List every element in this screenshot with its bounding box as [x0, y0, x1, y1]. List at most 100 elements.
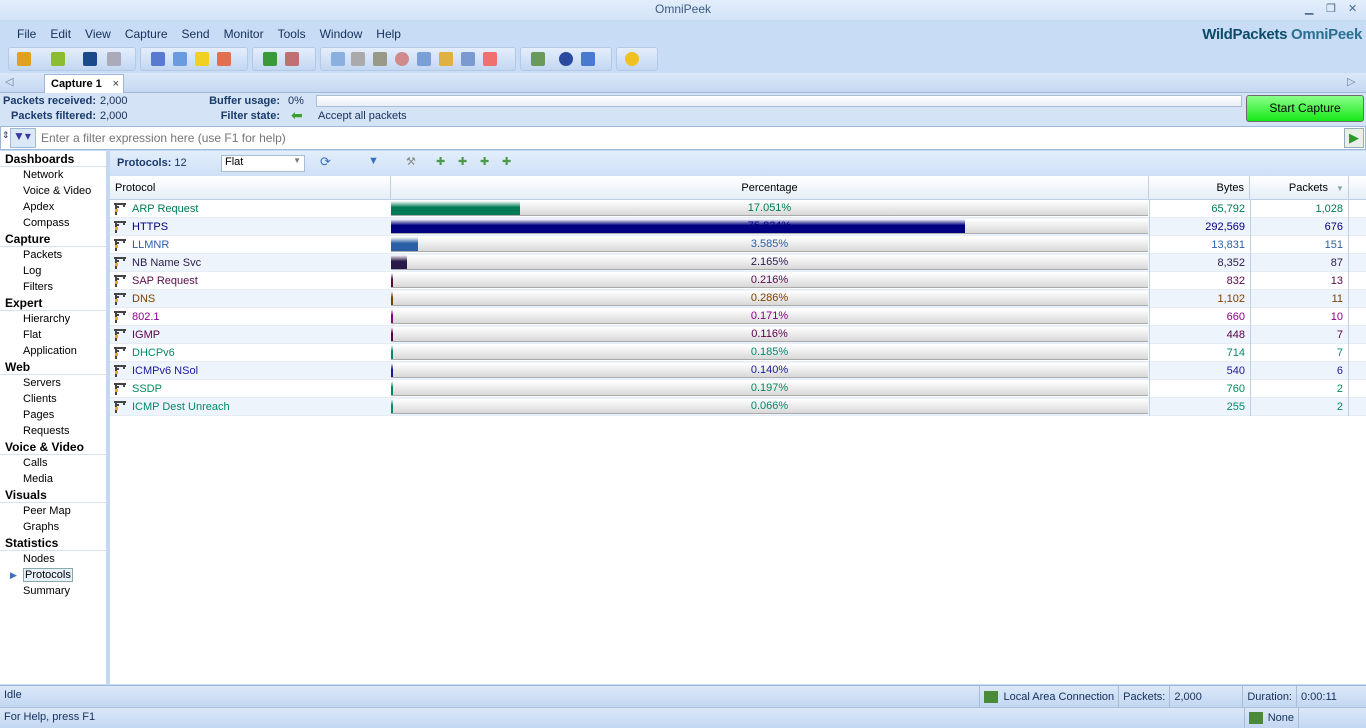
column-packets[interactable]: Packets: [1250, 176, 1349, 200]
sidebar-item-network[interactable]: Network: [0, 167, 106, 183]
sidebar-item-nodes[interactable]: Nodes: [0, 551, 106, 567]
node-icon[interactable]: [373, 52, 387, 66]
restore-button[interactable]: ❐: [1326, 3, 1336, 15]
filter-expression-input[interactable]: [38, 127, 1342, 149]
menu-view[interactable]: View: [85, 27, 111, 41]
menu-help[interactable]: Help: [376, 27, 401, 41]
sidebar-item-peer-map[interactable]: Peer Map: [0, 503, 106, 519]
page-icon[interactable]: [581, 52, 595, 66]
sidebar-item-apdex[interactable]: Apdex: [0, 199, 106, 215]
table-row[interactable]: IGMP 0.116% 448 7: [110, 326, 1366, 344]
coin-icon[interactable]: [625, 52, 639, 66]
table-row[interactable]: ICMPv6 NSol 0.140% 540 6: [110, 362, 1366, 380]
column-bytes[interactable]: Bytes: [1149, 176, 1250, 200]
tab-capture-1[interactable]: Capture 1 ×: [44, 74, 124, 93]
protocol-icon: [113, 238, 127, 252]
sidebar-item-packets[interactable]: Packets: [0, 247, 106, 263]
table-row[interactable]: SAP Request 0.216% 832 13: [110, 272, 1366, 290]
help-icon[interactable]: [559, 52, 573, 66]
probe-icon[interactable]: [461, 52, 475, 66]
menu-window[interactable]: Window: [319, 27, 363, 41]
packets-received-label: Packets received:: [3, 95, 96, 107]
alarm-icon[interactable]: [217, 52, 231, 66]
protocol-tool-icon[interactable]: ⚒: [406, 156, 416, 168]
column-protocol[interactable]: Protocol: [110, 176, 391, 200]
logo-text-product: OmniPeek: [1291, 26, 1362, 43]
bar-chart-icon[interactable]: [439, 52, 453, 66]
menu-edit[interactable]: Edit: [50, 27, 72, 41]
start-capture-button[interactable]: Start Capture: [1246, 95, 1364, 122]
table-row[interactable]: ARP Request 17.051% 65,792 1,028: [110, 200, 1366, 218]
sidebar-item-voice-video[interactable]: Voice & Video: [0, 183, 106, 199]
minimize-button[interactable]: ▁: [1305, 3, 1314, 15]
sidebar-item-graphs[interactable]: Graphs: [0, 519, 106, 535]
table-row[interactable]: LLMNR 3.585% 13,831 151: [110, 236, 1366, 254]
sidebar-item-clients[interactable]: Clients: [0, 391, 106, 407]
options-icon[interactable]: [531, 52, 545, 66]
sidebar-item-flat[interactable]: Flat: [0, 327, 106, 343]
pie-chart-icon[interactable]: [395, 52, 409, 66]
monitor-icon[interactable]: [17, 52, 31, 66]
table-row[interactable]: ICMP Dest Unreach 0.066% 255 2: [110, 398, 1366, 416]
sidebar-item-servers[interactable]: Servers: [0, 375, 106, 391]
apply-filter-button[interactable]: ▶: [1344, 128, 1364, 148]
table-row[interactable]: DHCPv6 0.185% 714 7: [110, 344, 1366, 362]
close-button[interactable]: ✕: [1348, 3, 1358, 15]
menu-capture[interactable]: Capture: [124, 27, 168, 41]
view-mode-select[interactable]: Flat ▼: [221, 155, 305, 172]
save-icon[interactable]: [83, 52, 97, 66]
refresh-icon[interactable]: ⟳: [320, 154, 331, 169]
adapter-icon[interactable]: [331, 52, 345, 66]
sidebar-item-log[interactable]: Log: [0, 263, 106, 279]
table-row[interactable]: 802.1 0.171% 660 10: [110, 308, 1366, 326]
menu-bar: File Edit View Capture Send Monitor Tools Windo…: [0, 22, 1366, 46]
table-row[interactable]: HTTPS 75.824% 292,569 676: [110, 218, 1366, 236]
wireless-icon[interactable]: [483, 52, 497, 66]
percentage-bar: 0.066%: [391, 399, 1148, 414]
sidebar-item-application[interactable]: Application: [0, 343, 106, 359]
filter-dropdown-handle-icon[interactable]: ⇕: [2, 130, 10, 140]
sidebar-item-calls[interactable]: Calls: [0, 455, 106, 471]
add-filter-icon[interactable]: ✚: [436, 156, 446, 168]
open-icon[interactable]: [51, 52, 65, 66]
buffer-usage-value: 0%: [288, 95, 304, 107]
sidebar-item-hierarchy[interactable]: Hierarchy: [0, 311, 106, 327]
percentage-value: 0.116%: [751, 328, 788, 340]
download-icon[interactable]: [285, 52, 299, 66]
scroll-left-icon[interactable]: ◁: [5, 76, 14, 88]
add-node-icon[interactable]: ✚: [458, 156, 468, 168]
filter-icon[interactable]: ▼: [368, 155, 379, 167]
sidebar-splitter[interactable]: [106, 151, 110, 684]
sidebar-item-pages[interactable]: Pages: [0, 407, 106, 423]
sidebar-item-compass[interactable]: Compass: [0, 215, 106, 231]
sidebar-item-filters[interactable]: Filters: [0, 279, 106, 295]
document-icon[interactable]: [173, 52, 187, 66]
menu-tools[interactable]: Tools: [277, 27, 306, 41]
sidebar-item-protocols[interactable]: ▶ Protocols: [0, 567, 106, 583]
table-row[interactable]: DNS 0.286% 1,102 11: [110, 290, 1366, 308]
filter-icon[interactable]: [151, 52, 165, 66]
column-percentage[interactable]: Percentage: [391, 176, 1149, 200]
sidebar-header-web: Web: [0, 359, 106, 375]
table-row[interactable]: NB Name Svc 2.165% 8,352 87: [110, 254, 1366, 272]
sidebar-item-summary[interactable]: Summary: [0, 583, 106, 599]
filter-funnel-icon[interactable]: ▼▾: [10, 128, 36, 148]
sidebar-item-media[interactable]: Media: [0, 471, 106, 487]
percentage-bar-fill: [391, 363, 393, 377]
add-graph-icon[interactable]: ✚: [480, 156, 490, 168]
menu-file[interactable]: File: [17, 27, 37, 41]
menu-monitor[interactable]: Monitor: [223, 27, 264, 41]
upload-icon[interactable]: [263, 52, 277, 66]
protocol-icon[interactable]: [351, 52, 365, 66]
tab-close-icon[interactable]: ×: [112, 78, 119, 90]
sidebar-item-requests[interactable]: Requests: [0, 423, 106, 439]
warning-icon[interactable]: [195, 52, 209, 66]
percentage-value: 2.165%: [750, 256, 789, 268]
sum-icon[interactable]: [417, 52, 431, 66]
table-row[interactable]: SSDP 0.197% 760 2: [110, 380, 1366, 398]
print-icon[interactable]: [107, 52, 121, 66]
menu-send[interactable]: Send: [181, 27, 210, 41]
scroll-right-icon[interactable]: ▷: [1347, 76, 1356, 88]
protocols-count-label: Protocols:: [117, 157, 172, 169]
add-alarm-icon[interactable]: ✚: [502, 156, 512, 168]
